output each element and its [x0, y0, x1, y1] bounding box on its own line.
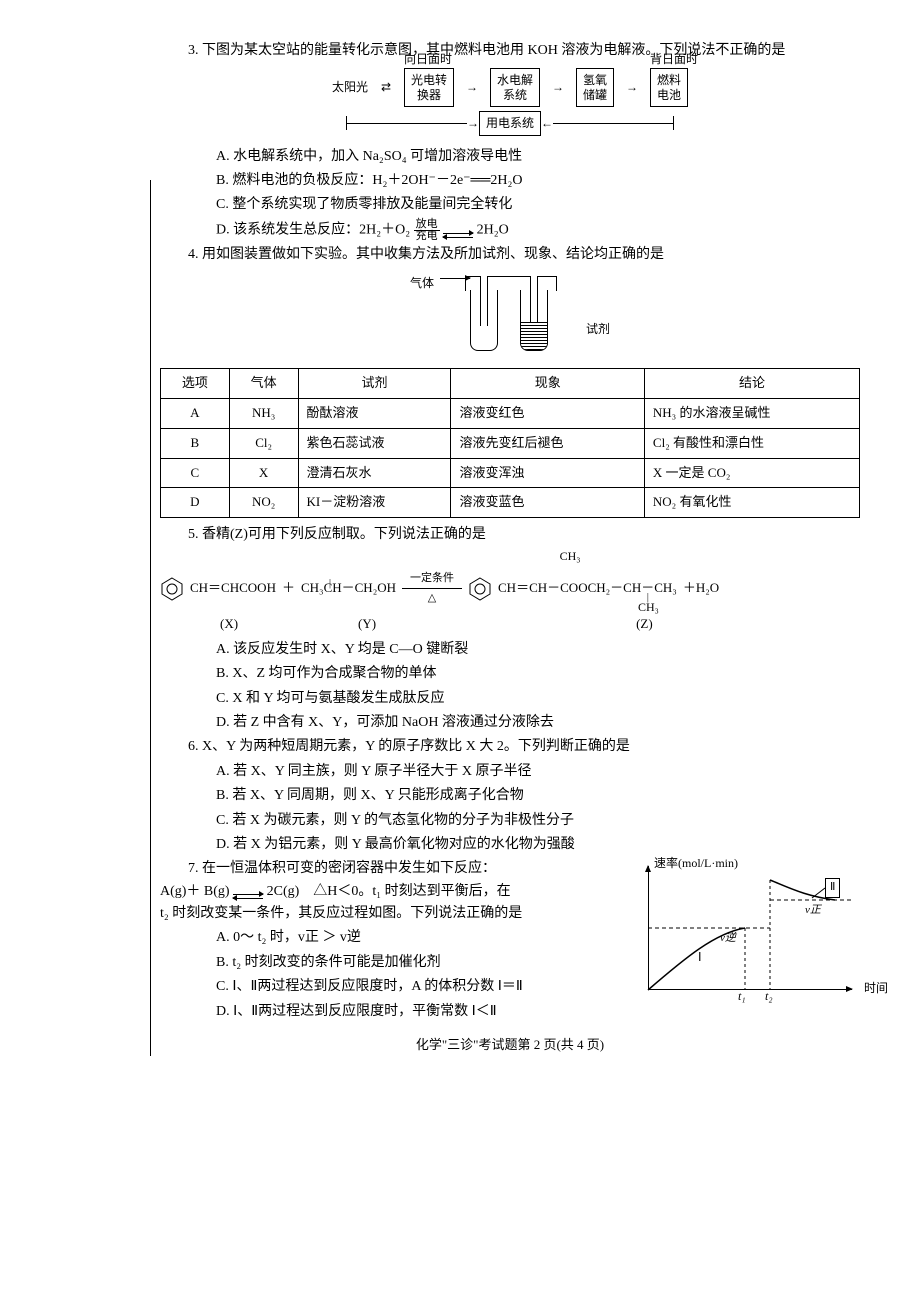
arrow-icon: → — [620, 78, 644, 97]
table-cell: 澄清石灰水 — [298, 458, 451, 488]
q7-v-ni: v逆 — [720, 930, 736, 948]
reaction-arrow-icon: 一定条件 △ — [402, 570, 462, 608]
q4-stem: 4. 用如图装置做如下实验。其中收集方法及所加试剂、现象、结论均正确的是 — [160, 244, 860, 266]
q5-stem: 5. 香精(Z)可用下列反应制取。下列说法正确的是 — [160, 524, 860, 546]
q3-box4: 燃料 电池 — [650, 68, 688, 107]
q4-reagent-label: 试剂 — [586, 320, 610, 339]
table-cell: NO₂ — [229, 488, 298, 518]
q3-opt-a: A. 水电解系统中，加入 Na₂SO₄ 可增加溶液导电性 — [216, 146, 860, 168]
q6-opt-b: B. 若 X、Y 同周期，则 X、Y 只能形成离子化合物 — [216, 785, 860, 807]
arrow-icon: → — [467, 114, 479, 133]
table-cell: NO₂ 有氧化性 — [644, 488, 859, 518]
q4-gas-label: 气体 — [410, 274, 434, 293]
page-footer: 化学"三诊"考试题第 2 页(共 4 页) — [160, 1035, 860, 1056]
q5-opt-a: A. 该反应发生时 X、Y 均是 C—O 键断裂 — [216, 639, 860, 661]
table-header: 试剂 — [298, 369, 451, 399]
table-row: ANH₃酚酞溶液溶液变红色NH₃ 的水溶液呈碱性 — [161, 399, 860, 429]
q5-opt-b: B. X、Z 均可作为合成聚合物的单体 — [216, 663, 860, 685]
q7-xlabel: 时间 — [864, 979, 888, 998]
q6-opt-c: C. 若 X 为碳元素，则 Y 的气态氢化物的分子为非极性分子 — [216, 810, 860, 832]
q6-opt-d: D. 若 X 为铝元素，则 Y 最高价氧化物对应的水化物为强酸 — [216, 834, 860, 856]
q7-opt-b: B. t₂ 时刻改变的条件可能是加催化剂 — [216, 952, 620, 974]
q3-opt-c: C. 整个系统实现了物质零排放及能量间完全转化 — [216, 194, 860, 216]
q3-opt-b: B. 燃料电池的负极反应：H₂＋2OH⁻－2e⁻══2H₂O — [216, 170, 860, 192]
table-header: 现象 — [451, 369, 644, 399]
margin-line — [150, 180, 151, 1056]
table-cell: B — [161, 428, 230, 458]
q5-opt-c: C. X 和 Y 均可与氨基酸发生成肽反应 — [216, 688, 860, 710]
q3-sun-label: 太阳光 — [332, 78, 368, 97]
q7-t2: t₂ — [765, 987, 773, 1006]
table-row: CX澄清石灰水溶液变浑浊X 一定是 CO₂ — [161, 458, 860, 488]
table-cell: 溶液变红色 — [451, 399, 644, 429]
q5-ch3-top: CH₃ — [160, 547, 860, 566]
table-header: 结论 — [644, 369, 859, 399]
q3-stem: 3. 下图为某太空站的能量转化示意图，其中燃料电池用 KOH 溶液为电解液。下列… — [160, 40, 860, 62]
table-row: BCl₂紫色石蕊试液溶液先变红后褪色Cl₂ 有酸性和漂白性 — [161, 428, 860, 458]
table-header: 选项 — [161, 369, 230, 399]
q7-v-zheng: v正 — [805, 902, 821, 920]
benzene-ring-icon — [160, 577, 184, 601]
q6-opt-a: A. 若 X、Y 同主族，则 Y 原子半径大于 X 原子半径 — [216, 761, 860, 783]
q7-chart: 速率(mol/L·min) 时间 t₁ t₂ Ⅰ Ⅱ v逆 v正 — [630, 858, 860, 1008]
table-cell: X 一定是 CO₂ — [644, 458, 859, 488]
q3-box5: 用电系统 — [479, 111, 541, 135]
table-cell: Cl₂ 有酸性和漂白性 — [644, 428, 859, 458]
q6-stem: 6. X、Y 为两种短周期元素，Y 的原子序数比 X 大 2。下列判断正确的是 — [160, 736, 860, 758]
q7-stem2: A(g)＋ B(g) 2C(g) △H＜0。t₁ 时刻达到平衡后，在 — [160, 881, 620, 903]
table-header: 气体 — [229, 369, 298, 399]
q3-opt-d: D. 该系统发生总反应：2H₂＋O₂ 放电充电 2H₂O — [216, 219, 860, 242]
table-cell: KI－淀粉溶液 — [298, 488, 451, 518]
q7-stem3: t₂ 时刻改变某一条件，其反应过程如图。下列说法正确的是 — [160, 903, 620, 925]
table-cell: X — [229, 458, 298, 488]
q7-opt-a: A. 0～ t₂ 时，v正 ＞ v逆 — [216, 927, 620, 949]
arrow-icon: ⇄ — [374, 78, 398, 97]
q7-stem1: 7. 在一恒温体积可变的密闭容器中发生如下反应： — [160, 858, 620, 880]
q3-facing-dark: 背日面时 — [650, 50, 698, 69]
q3-box3: 氢氧 储罐 — [576, 68, 614, 107]
q3-box2: 水电解 系统 — [490, 68, 540, 107]
table-cell: C — [161, 458, 230, 488]
table-cell: 酚酞溶液 — [298, 399, 451, 429]
q5-opt-d: D. 若 Z 中含有 X、Y，可添加 NaOH 溶液通过分液除去 — [216, 712, 860, 734]
q3-box1: 光电转 换器 — [404, 68, 454, 107]
table-cell: NH₃ — [229, 399, 298, 429]
q4-apparatus: 气体 试剂 — [410, 270, 610, 360]
benzene-ring-icon — [468, 577, 492, 601]
q7-opt-d: D. Ⅰ、Ⅱ两过程达到反应限度时，平衡常数 Ⅰ＜Ⅱ — [216, 1001, 620, 1023]
table-cell: 紫色石蕊试液 — [298, 428, 451, 458]
arrow-icon: → — [460, 78, 484, 97]
q3-facing-sun: 向日面时 — [404, 50, 452, 69]
arrow-icon: → — [546, 78, 570, 97]
q3-diagram: 太阳光 ⇄ 向日面时 光电转 换器 → 水电解 系统 → 氢氧 储罐 → 背日面… — [250, 68, 770, 135]
table-cell: 溶液变浑浊 — [451, 458, 644, 488]
q7-label-II: Ⅱ — [825, 878, 840, 898]
q5-labels: (X) (Y) (Z) — [160, 614, 860, 635]
q4-table: 选项气体试剂现象结论 ANH₃酚酞溶液溶液变红色NH₃ 的水溶液呈碱性BCl₂紫… — [160, 368, 860, 518]
q5-reaction: CH＝CHCOOH ＋ CH₃CH－CH₂OH | 一定条件 △ CH＝CH－C… — [160, 570, 860, 608]
table-cell: D — [161, 488, 230, 518]
table-cell: NH₃ 的水溶液呈碱性 — [644, 399, 859, 429]
q7-t1: t₁ — [738, 987, 746, 1006]
arrow-icon: ← — [541, 114, 553, 133]
table-row: DNO₂KI－淀粉溶液溶液变蓝色NO₂ 有氧化性 — [161, 488, 860, 518]
q7-opt-c: C. Ⅰ、Ⅱ两过程达到反应限度时，A 的体积分数 Ⅰ＝Ⅱ — [216, 976, 620, 998]
table-cell: Cl₂ — [229, 428, 298, 458]
table-cell: 溶液先变红后褪色 — [451, 428, 644, 458]
q7-label-I: Ⅰ — [698, 948, 702, 967]
table-cell: 溶液变蓝色 — [451, 488, 644, 518]
table-cell: A — [161, 399, 230, 429]
